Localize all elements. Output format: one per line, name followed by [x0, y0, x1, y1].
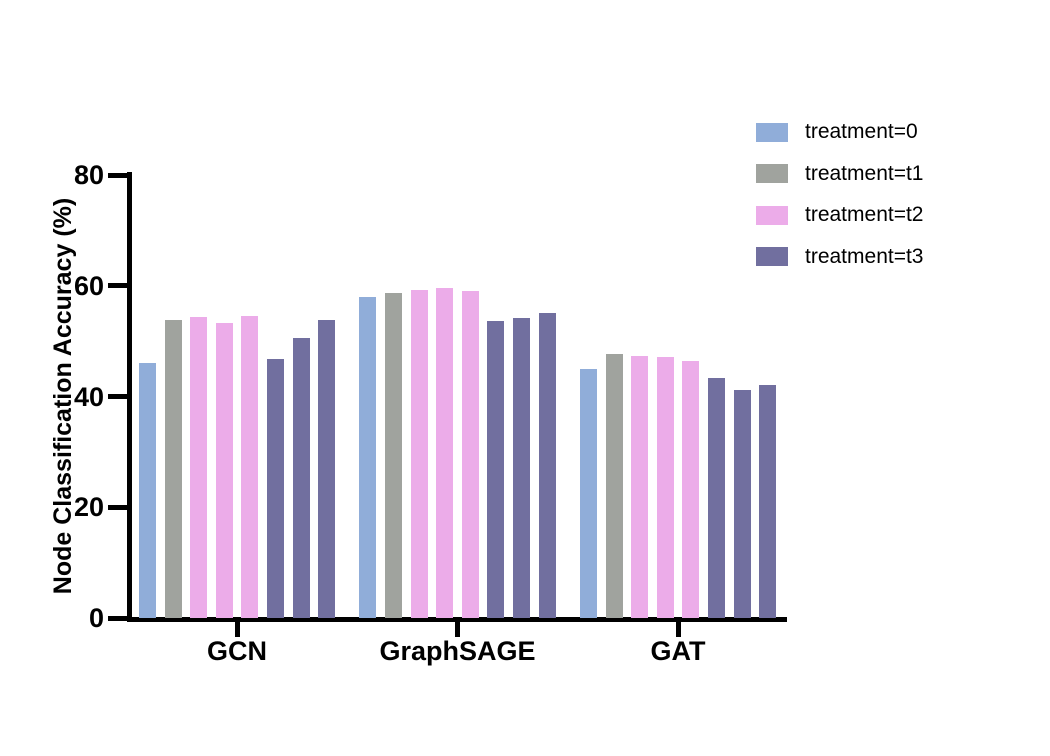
bar-graphsage-treatment-0-0	[359, 296, 377, 618]
y-tick-mark	[108, 394, 128, 399]
x-tick-label-gat: GAT	[650, 636, 706, 666]
y-tick-label: 40	[73, 381, 104, 412]
y-tick-label: 20	[73, 492, 104, 523]
bar-gcn-treatment-t2-2	[190, 316, 208, 618]
bar-graphsage-treatment-t2-3	[436, 287, 454, 618]
bar-gcn-treatment-t3-6	[292, 337, 310, 618]
x-tick-mark	[675, 622, 681, 637]
legend-row-treatment-0: treatment=0	[756, 120, 918, 143]
bar-graphsage-treatment-t3-6	[513, 317, 530, 618]
legend-row-treatment-t2: treatment=t2	[756, 203, 924, 226]
bar-gat-treatment-t3-6	[733, 389, 751, 618]
bar-gcn-treatment-t3-5	[266, 358, 284, 618]
x-tick-mark	[455, 622, 460, 637]
y-tick-mark	[108, 283, 128, 289]
legend-row-treatment-t3: treatment=t3	[756, 244, 924, 268]
bar-gat-treatment-t3-5	[707, 378, 725, 618]
bar-gcn-treatment-t3-7	[318, 320, 336, 618]
bar-gcn-treatment-0-0	[138, 363, 156, 618]
bar-graphsage-treatment-t3-5	[487, 321, 505, 618]
y-tick-label: 60	[73, 270, 104, 301]
x-tick-label-graphsage: GraphSAGE	[379, 636, 536, 666]
y-tick-mark	[108, 172, 128, 178]
bar-gcn-treatment-t2-4	[241, 315, 259, 618]
bar-graphsage-treatment-t1-1	[385, 292, 402, 618]
bar-gat-treatment-t3-7	[759, 384, 777, 618]
y-tick-mark	[108, 504, 128, 510]
legend-swatch-icon	[756, 164, 788, 183]
y-tick-mark	[108, 615, 128, 621]
x-tick-mark	[234, 622, 240, 637]
y-tick-label: 0	[88, 603, 104, 633]
legend-row-treatment-t1: treatment=t1	[756, 161, 924, 185]
legend-label: treatment=0	[805, 120, 918, 143]
legend-swatch-icon	[756, 247, 788, 266]
x-tick-label-gcn: GCN	[207, 636, 267, 666]
bar-gcn-treatment-t2-3	[215, 322, 233, 618]
legend-label: treatment=t1	[805, 161, 924, 185]
x-axis-line	[127, 617, 787, 622]
bar-gat-treatment-t1-1	[605, 353, 623, 618]
bar-graphsage-treatment-t2-2	[410, 290, 428, 618]
bar-gat-treatment-t2-2	[631, 356, 649, 618]
legend-label: treatment=t2	[805, 203, 924, 226]
legend-label: treatment=t3	[805, 244, 924, 268]
bar-gat-treatment-0-0	[579, 368, 597, 618]
legend-swatch-icon	[756, 122, 788, 142]
bar-graphsage-treatment-t3-7	[538, 312, 556, 618]
bar-gcn-treatment-t1-1	[164, 319, 182, 618]
bar-gat-treatment-t2-3	[656, 357, 674, 618]
y-axis-line	[127, 172, 132, 622]
y-tick-label: 80	[73, 160, 104, 190]
bar-graphsage-treatment-t2-4	[461, 291, 479, 618]
bar-gat-treatment-t2-4	[682, 360, 700, 618]
legend-swatch-icon	[756, 205, 788, 225]
